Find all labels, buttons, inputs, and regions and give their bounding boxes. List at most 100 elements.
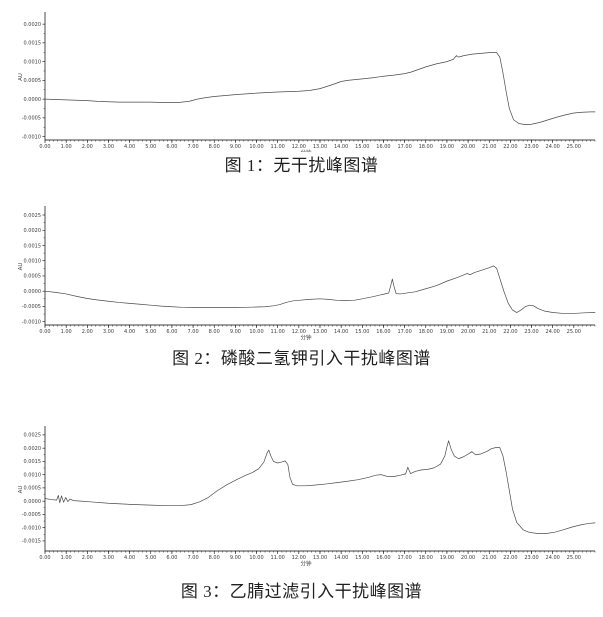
y-tick-label: 0.0020: [24, 228, 42, 234]
x-tick-label: 22.00: [503, 144, 517, 150]
x-tick-label: 23.00: [524, 144, 538, 150]
x-tick-label: 10.00: [249, 329, 263, 335]
document-canvas: 0.00 1.00 2.00 3.00 4.00 5.00 6.00 7.00 8.00 9.00…: [0, 0, 603, 604]
y-tick-label: -0.0015: [22, 539, 41, 545]
y-tick-label: 0.0015: [24, 41, 42, 47]
x-tick-label: 6.00: [166, 329, 177, 335]
x-tick-label: 11.00: [271, 329, 285, 335]
y-tick-label: 0.0020: [24, 22, 42, 28]
x-tick-label: 0.00: [39, 555, 50, 561]
chromatogram-chart-2: 0.00 1.00 2.00 3.00 4.00 5.00 6.00 7.00 8.00 9.00…: [0, 195, 603, 345]
x-tick-label: 8.00: [209, 329, 220, 335]
x-tick-label: 9.00: [230, 555, 241, 561]
x-tick-label: 17.00: [397, 144, 411, 150]
y-tick-label: 0.0005: [24, 78, 42, 84]
chromatogram-trace: [44, 52, 596, 125]
x-tick-label: 25.00: [567, 555, 581, 561]
x-tick-label: 3.00: [103, 555, 114, 561]
figure-3-caption: 图 3：乙腈过滤引入干扰峰图谱: [180, 582, 423, 601]
x-tick-label: 21.00: [482, 144, 496, 150]
x-tick-label: 2.00: [82, 329, 93, 335]
y-tick-label: -0.0010: [22, 525, 41, 531]
x-tick-label: 25.00: [567, 329, 581, 335]
y-tick-label: 0.0015: [24, 459, 42, 465]
x-tick-label: 0.00: [39, 144, 50, 150]
x-tick-label: 23.00: [524, 555, 538, 561]
x-tick-label: 14.00: [334, 555, 348, 561]
x-tick-label: 7.00: [188, 144, 199, 150]
x-axis-title: 分钟: [300, 149, 312, 153]
x-tick-label: 1.00: [61, 329, 72, 335]
figure-2: 0.00 1.00 2.00 3.00 4.00 5.00 6.00 7.00 8.00 9.00…: [0, 195, 603, 371]
x-tick-label: 5.00: [145, 555, 156, 561]
y-tick-label: -0.0005: [22, 512, 41, 518]
x-tick-label: 3.00: [103, 329, 114, 335]
x-tick-label: 24.00: [546, 144, 560, 150]
x-tick-label: 1.00: [61, 144, 72, 150]
x-tick-label: 20.00: [461, 329, 475, 335]
chromatogram-chart-3: 0.00 1.00 2.00 3.00 4.00 5.00 6.00 7.00 8.00 9.00…: [0, 420, 603, 578]
x-tick-label: 11.00: [271, 555, 285, 561]
x-tick-label: 4.00: [124, 329, 135, 335]
x-tick-label: 7.00: [188, 555, 199, 561]
x-tick-label: 8.00: [209, 555, 220, 561]
x-tick-label: 13.00: [313, 144, 327, 150]
x-tick-label: 15.00: [355, 555, 369, 561]
x-tick-label: 21.00: [482, 555, 496, 561]
figure-3: 0.00 1.00 2.00 3.00 4.00 5.00 6.00 7.00 8.00 9.00…: [0, 420, 603, 604]
x-tick-label: 22.00: [503, 329, 517, 335]
x-tick-label: 23.00: [524, 329, 538, 335]
x-tick-label: 25.00: [567, 144, 581, 150]
x-tick-label: 4.00: [124, 555, 135, 561]
figure-1: 0.00 1.00 2.00 3.00 4.00 5.00 6.00 7.00 8.00 9.00…: [0, 0, 603, 178]
x-tick-label: 22.00: [503, 555, 517, 561]
chromatogram-chart-1: 0.00 1.00 2.00 3.00 4.00 5.00 6.00 7.00 8.00 9.00…: [0, 0, 603, 152]
y-tick-label: -0.0005: [22, 304, 41, 310]
x-tick-label: 24.00: [546, 555, 560, 561]
y-tick-label: 0.0005: [24, 274, 42, 280]
x-tick-label: 19.00: [440, 144, 454, 150]
x-tick-label: 21.00: [482, 329, 496, 335]
x-tick-label: 15.00: [355, 144, 369, 150]
x-tick-label: 20.00: [461, 144, 475, 150]
x-tick-label: 19.00: [440, 329, 454, 335]
x-tick-label: 8.00: [209, 144, 220, 150]
y-tick-label: 0.0000: [24, 289, 42, 295]
x-tick-label: 13.00: [313, 329, 327, 335]
y-tick-label: -0.0010: [22, 319, 41, 325]
x-tick-label: 12.00: [292, 144, 306, 150]
x-tick-label: 10.00: [249, 555, 263, 561]
x-tick-label: 19.00: [440, 555, 454, 561]
x-tick-label: 16.00: [376, 329, 390, 335]
x-tick-label: 4.00: [124, 144, 135, 150]
x-tick-label: 16.00: [376, 144, 390, 150]
x-tick-label: 3.00: [103, 144, 114, 150]
x-tick-label: 15.00: [355, 329, 369, 335]
x-tick-label: 16.00: [376, 555, 390, 561]
x-tick-label: 24.00: [546, 329, 560, 335]
x-tick-label: 18.00: [419, 329, 433, 335]
x-tick-label: 5.00: [145, 329, 156, 335]
x-tick-label: 1.00: [61, 555, 72, 561]
y-tick-label: 0.0010: [24, 259, 42, 265]
x-tick-label: 2.00: [82, 144, 93, 150]
y-tick-label: -0.0010: [22, 134, 41, 140]
y-axis-title: AU: [18, 73, 24, 81]
x-axis-title: 分钟: [300, 560, 312, 568]
y-axis-title: AU: [18, 263, 24, 271]
x-tick-label: 12.00: [292, 555, 306, 561]
x-tick-label: 18.00: [419, 144, 433, 150]
x-tick-label: 2.00: [82, 555, 93, 561]
y-tick-label: 0.0010: [24, 59, 42, 65]
x-tick-label: 5.00: [145, 144, 156, 150]
x-tick-label: 6.00: [166, 144, 177, 150]
x-tick-label: 6.00: [166, 555, 177, 561]
x-tick-label: 18.00: [419, 555, 433, 561]
x-tick-label: 12.00: [292, 329, 306, 335]
y-tick-label: 0.0010: [24, 472, 42, 478]
x-tick-label: 9.00: [230, 144, 241, 150]
x-tick-label: 17.00: [397, 555, 411, 561]
y-tick-label: 0.0020: [24, 446, 42, 452]
chromatogram-trace: [44, 440, 596, 534]
